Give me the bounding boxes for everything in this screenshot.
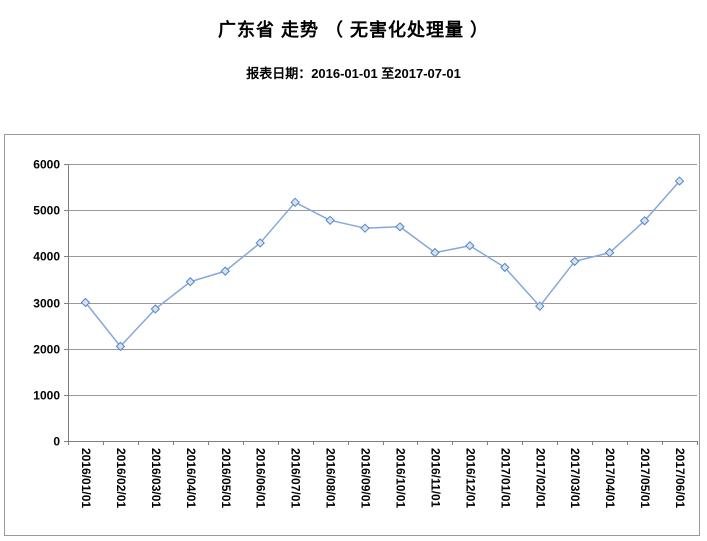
data-point-marker	[500, 262, 510, 273]
x-axis-label: 2016/10/01	[393, 448, 407, 508]
data-point-marker	[115, 341, 126, 352]
y-axis-label: 4000	[33, 250, 60, 264]
x-axis-label: 2016/12/01	[463, 448, 477, 508]
x-axis-label: 2016/06/01	[254, 448, 268, 508]
report-date-line: 报表日期：2016-01-01 至2017-07-01	[246, 66, 461, 81]
data-point-marker	[290, 197, 300, 208]
x-axis-label: 2017/03/01	[568, 448, 582, 508]
x-axis-label: 2016/11/01	[428, 448, 442, 508]
x-axis-label: 2016/02/01	[114, 448, 128, 508]
data-point-marker	[325, 215, 335, 226]
data-point-marker	[535, 301, 545, 311]
chart-title: 广东省 走势 （ 无害化处理量 ）	[217, 20, 489, 40]
y-axis-label: 1000	[33, 389, 60, 403]
y-axis-label: 3000	[33, 297, 60, 311]
y-axis-label: 0	[53, 435, 60, 449]
data-point-marker	[80, 297, 91, 308]
data-point-marker	[395, 222, 405, 232]
data-point-marker	[465, 241, 475, 251]
line-chart-svg: 0 1000 2000 3000 4000 5000 6000 2016/01/01 2016/…	[33, 158, 698, 508]
data-point-marker	[255, 238, 265, 248]
trend-line	[84, 180, 681, 348]
x-axis-label: 2017/04/01	[603, 448, 617, 508]
data-point-marker	[674, 176, 685, 186]
x-axis-label: 2017/01/01	[498, 448, 512, 508]
x-axis-label: 2016/01/01	[79, 448, 93, 508]
x-axis-label: 2016/05/01	[219, 448, 233, 508]
data-point-marker	[185, 277, 196, 287]
chart-frame: 0 1000 2000 3000 4000 5000 6000 2016/01/01 2016/…	[4, 134, 700, 536]
x-axis-label: 2016/03/01	[149, 448, 163, 508]
y-axis-label: 2000	[33, 343, 60, 357]
data-point-marker	[220, 266, 230, 276]
data-point-marker	[430, 247, 440, 258]
x-axis-label: 2016/04/01	[184, 448, 198, 508]
x-axis-label: 2017/06/01	[673, 448, 687, 508]
x-axis-label: 2017/05/01	[638, 448, 652, 508]
data-point-marker	[360, 223, 370, 233]
x-axis-label: 2017/02/01	[533, 448, 547, 508]
data-point-marker	[639, 216, 650, 226]
y-axis-label: 6000	[33, 158, 60, 172]
data-point-marker	[150, 304, 161, 314]
x-axis-label: 2016/07/01	[289, 448, 303, 508]
data-point-marker	[604, 247, 615, 258]
data-point-marker	[569, 256, 580, 267]
x-axis-label: 2016/09/01	[359, 448, 373, 508]
y-axis-label: 5000	[33, 204, 60, 218]
x-axis-label: 2016/08/01	[324, 448, 338, 508]
